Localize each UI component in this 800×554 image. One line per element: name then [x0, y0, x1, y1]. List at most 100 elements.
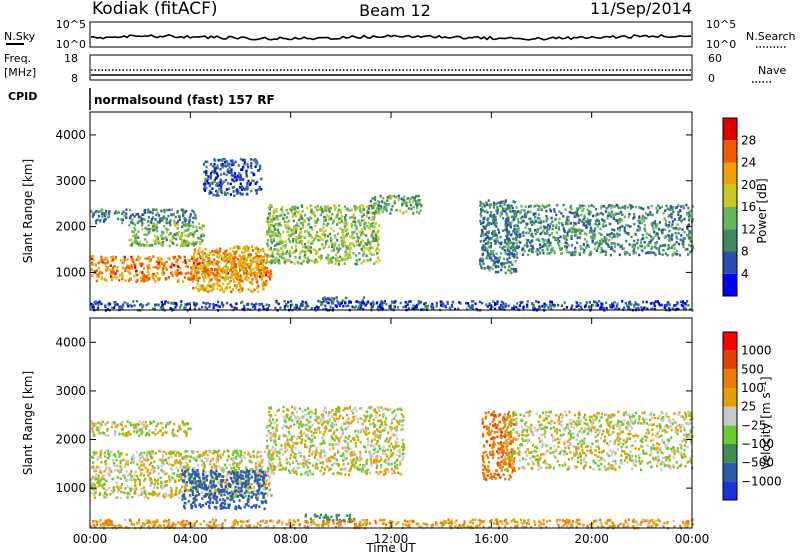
freq-label: Freq.: [4, 52, 31, 65]
heatmap-cell: [374, 210, 377, 214]
heatmap-cell: [247, 263, 251, 266]
heatmap-cell: [164, 300, 167, 304]
heatmap-cell: [242, 186, 245, 190]
heatmap-cell: [127, 279, 130, 282]
heatmap-cell: [383, 301, 386, 305]
heatmap-cell: [101, 271, 104, 275]
heatmap-cell: [121, 306, 124, 309]
heatmap-cell: [311, 259, 314, 263]
heatmap-cell: [156, 211, 159, 215]
heatmap-cell: [279, 224, 282, 227]
heatmap-cell: [260, 461, 263, 464]
heatmap-cell: [183, 307, 186, 310]
heatmap-cell: [262, 249, 265, 253]
heatmap-cell: [140, 493, 143, 496]
heatmap-cell: [298, 241, 301, 244]
heatmap-cell: [217, 449, 220, 453]
heatmap-cell: [205, 165, 208, 169]
heatmap-cell: [265, 492, 268, 495]
heatmap-cell: [600, 246, 603, 250]
heatmap-cell: [123, 473, 126, 477]
heatmap-cell: [117, 490, 120, 494]
heatmap-cell: [203, 453, 206, 457]
heatmap-cell: [141, 455, 145, 458]
heatmap-cell: [417, 301, 420, 304]
heatmap-cell: [172, 263, 175, 267]
heatmap-cell: [506, 217, 509, 220]
heatmap-cell: [240, 259, 243, 262]
heatmap-cell: [353, 205, 356, 208]
heatmap-cell: [262, 487, 265, 491]
heatmap-cell: [272, 209, 275, 213]
heatmap-cell: [318, 235, 321, 239]
heatmap-cell: [187, 277, 190, 281]
heatmap-cell: [243, 161, 247, 164]
heatmap-cell: [153, 234, 156, 238]
heatmap-cell: [293, 212, 297, 215]
heatmap-cell: [525, 212, 528, 216]
heatmap-cell: [243, 251, 246, 254]
heatmap-cell: [504, 220, 507, 223]
heatmap-cell: [549, 222, 552, 226]
heatmap-cell: [133, 490, 136, 493]
heatmap-cell: [600, 211, 603, 215]
heatmap-cell: [688, 213, 691, 216]
heatmap-cell: [126, 463, 130, 466]
heatmap-cell: [515, 253, 518, 256]
heatmap-cell: [322, 307, 325, 311]
heatmap-cell: [307, 249, 310, 252]
heatmap-cell: [497, 259, 501, 263]
heatmap-cell: [315, 252, 318, 256]
heatmap-cell: [230, 168, 233, 171]
heatmap-cell: [190, 255, 193, 259]
heatmap-cell: [301, 300, 304, 304]
heatmap-cell: [246, 184, 249, 188]
heatmap-cell: [363, 247, 366, 250]
heatmap-cell: [351, 232, 354, 236]
heatmap-cell: [585, 226, 588, 230]
heatmap-cell: [545, 304, 548, 307]
heatmap-cell: [370, 234, 373, 238]
heatmap-cell: [544, 243, 547, 247]
heatmap-cell: [247, 302, 250, 306]
heatmap-cell: [372, 206, 375, 209]
heatmap-cell: [687, 223, 690, 226]
heatmap-cell: [653, 221, 656, 224]
heatmap-cell: [193, 248, 197, 251]
heatmap-cell: [161, 241, 165, 244]
heatmap-cell: [610, 236, 614, 240]
heatmap-cell: [178, 235, 181, 239]
heatmap-cell: [459, 302, 462, 305]
heatmap-cell: [239, 178, 242, 181]
heatmap-cell: [149, 468, 152, 472]
heatmap-cell: [668, 236, 671, 240]
heatmap-cell: [626, 251, 629, 254]
heatmap-cell: [272, 259, 275, 262]
heatmap-cell: [513, 227, 516, 231]
heatmap-cell: [250, 273, 253, 277]
heatmap-cell: [651, 307, 654, 310]
heatmap-cell: [167, 475, 170, 478]
heatmap-cell: [637, 246, 640, 250]
heatmap-cell: [234, 270, 237, 273]
heatmap-cell: [679, 238, 682, 242]
heatmap-cell: [565, 248, 568, 251]
heatmap-cell: [651, 221, 654, 225]
heatmap-cell: [224, 257, 227, 260]
heatmap-cell: [636, 241, 639, 245]
heatmap-cell: [161, 269, 164, 272]
heatmap-cell: [565, 220, 568, 224]
heatmap-cell: [277, 222, 281, 226]
heatmap-cell: [105, 488, 108, 492]
heatmap-cell: [226, 261, 229, 265]
heatmap-cell: [98, 300, 101, 304]
heatmap-cell: [687, 206, 690, 210]
heatmap-cell: [430, 305, 433, 308]
heatmap-cell: [496, 240, 499, 243]
heatmap-cell: [355, 225, 358, 229]
heatmap-cell: [579, 219, 582, 222]
heatmap-cell: [310, 307, 313, 310]
heatmap-cell: [123, 255, 126, 259]
heatmap-cell: [238, 172, 241, 175]
heatmap-cell: [318, 208, 321, 211]
